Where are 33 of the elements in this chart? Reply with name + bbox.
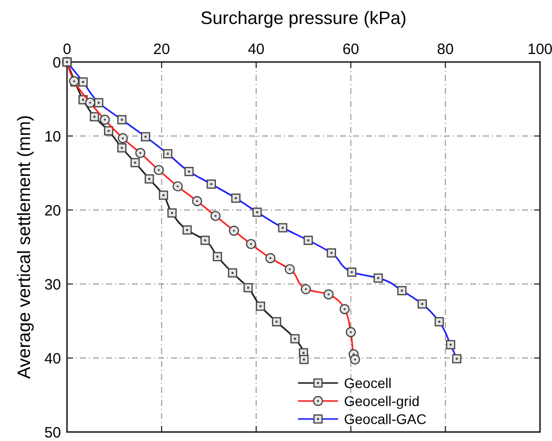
y-tick-label: 50 [44,424,61,441]
point [158,190,168,200]
point [256,302,266,311]
point [299,354,309,364]
point [104,126,114,136]
y-tick-label: 10 [44,128,61,146]
legend-label: Geocall-GAC [344,410,426,427]
x-tick-label: 100 [527,41,552,58]
point [130,158,140,168]
x-tick-label: 20 [153,41,170,58]
point [290,334,300,344]
y-tick-label: 40 [44,350,61,368]
point [272,317,282,326]
point [90,112,100,122]
y-axis-title: Average vertical settlement (mm) [14,115,34,379]
x-tick-label: 0 [62,41,72,58]
legend-label: Geocell [344,374,392,391]
point [182,225,192,235]
x-axis-title: Surcharge pressure (kPa) [200,8,407,28]
point [244,283,253,292]
point [228,268,238,278]
y-tick-label: 30 [44,276,61,294]
legend-label: Geocell-grid [344,392,420,409]
x-tick-label: 80 [437,41,454,58]
point [144,174,154,184]
y-tick-label: 20 [44,202,61,220]
point [212,252,222,262]
y-tick-label: 0 [52,54,61,72]
x-tick-label: 40 [248,41,265,58]
point [200,236,210,245]
point [167,208,177,218]
x-tick-label: 60 [342,41,360,58]
point [117,143,126,152]
